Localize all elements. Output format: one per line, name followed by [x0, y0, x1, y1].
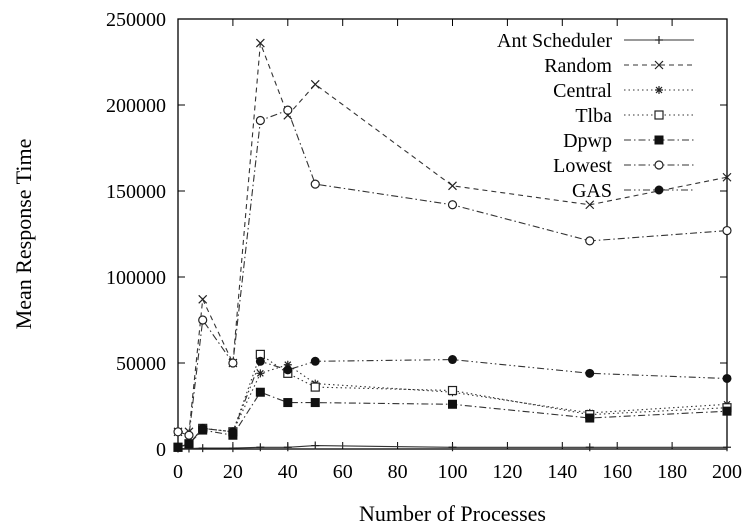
x-tick-label: 120 — [492, 461, 522, 483]
data-point — [310, 356, 320, 366]
x-tick-label: 180 — [657, 461, 687, 483]
legend-marker — [654, 110, 664, 120]
data-point — [722, 406, 732, 416]
data-point — [198, 294, 208, 304]
y-tick-label: 200000 — [106, 95, 166, 117]
data-point — [311, 441, 320, 450]
series-line-random — [178, 42, 728, 433]
series-line-lowest — [177, 109, 728, 436]
data-point — [585, 413, 595, 423]
data-point — [585, 443, 594, 452]
series-line-gas — [177, 359, 728, 448]
legend-label: GAS — [572, 180, 612, 202]
y-tick-label: 250000 — [106, 9, 166, 31]
x-tick-label: 200 — [712, 461, 742, 483]
data-point — [198, 315, 208, 325]
x-tick-label: 80 — [388, 461, 408, 483]
legend-label: Ant Scheduler — [497, 30, 612, 52]
legend-marker — [654, 185, 664, 195]
data-point — [255, 356, 265, 366]
x-tick-label: 60 — [333, 461, 353, 483]
data-point — [283, 105, 293, 115]
data-point — [198, 423, 208, 433]
series-line-ant-scheduler — [178, 445, 727, 450]
data-point — [448, 355, 457, 365]
data-point — [283, 443, 292, 452]
legend-marker — [654, 160, 664, 170]
plot-frame — [177, 18, 728, 450]
data-point — [310, 398, 320, 408]
y-tick-label: 50000 — [116, 353, 166, 375]
data-point — [310, 79, 320, 89]
legend-label: Lowest — [553, 155, 612, 177]
data-point — [283, 398, 293, 408]
legend-label: Random — [544, 55, 612, 77]
y-tick-label: 150000 — [106, 181, 166, 203]
data-point — [283, 365, 293, 375]
series-line-central — [177, 364, 728, 448]
data-point — [310, 382, 320, 392]
data-point — [723, 443, 731, 452]
data-point — [722, 172, 732, 182]
x-tick-label: 0 — [173, 461, 183, 483]
data-point — [255, 38, 265, 48]
data-point — [447, 385, 458, 396]
data-point — [173, 427, 183, 437]
data-point — [255, 115, 265, 126]
legend-marker — [654, 60, 664, 70]
x-tick-label: 20 — [223, 461, 243, 483]
data-point — [448, 399, 457, 409]
x-axis-title: Number of Processes — [359, 501, 546, 526]
legend-label: Dpwp — [563, 130, 612, 152]
data-point — [256, 443, 265, 452]
data-point — [448, 181, 457, 191]
x-tick-label: 140 — [547, 461, 577, 483]
legend-marker — [654, 135, 664, 145]
legend-label: Central — [553, 80, 612, 102]
data-point — [585, 236, 595, 246]
data-point — [447, 200, 458, 210]
data-point — [198, 444, 207, 453]
x-tick-label: 40 — [278, 461, 298, 483]
x-tick-label: 160 — [602, 461, 632, 483]
series-line-dpwp — [177, 391, 728, 448]
data-point — [722, 373, 732, 383]
y-tick-label: 100000 — [106, 267, 166, 289]
data-point — [184, 439, 194, 449]
legend-marker — [655, 36, 663, 44]
data-point — [228, 427, 238, 437]
data-point — [585, 200, 595, 210]
data-point — [722, 225, 732, 236]
data-point — [585, 368, 595, 378]
legend-label: Tlba — [575, 105, 612, 127]
data-point — [448, 443, 457, 452]
legend-marker — [655, 86, 663, 94]
x-tick-label: 100 — [438, 461, 468, 483]
data-point — [228, 444, 237, 453]
data-point — [255, 387, 265, 397]
data-point — [173, 442, 183, 452]
data-point — [228, 358, 238, 368]
data-point — [256, 369, 265, 378]
data-point — [310, 179, 320, 189]
data-point — [283, 360, 292, 369]
y-axis-title: Mean Response Time — [11, 139, 36, 330]
data-point — [184, 430, 194, 440]
y-tick-label: 0 — [156, 439, 166, 461]
